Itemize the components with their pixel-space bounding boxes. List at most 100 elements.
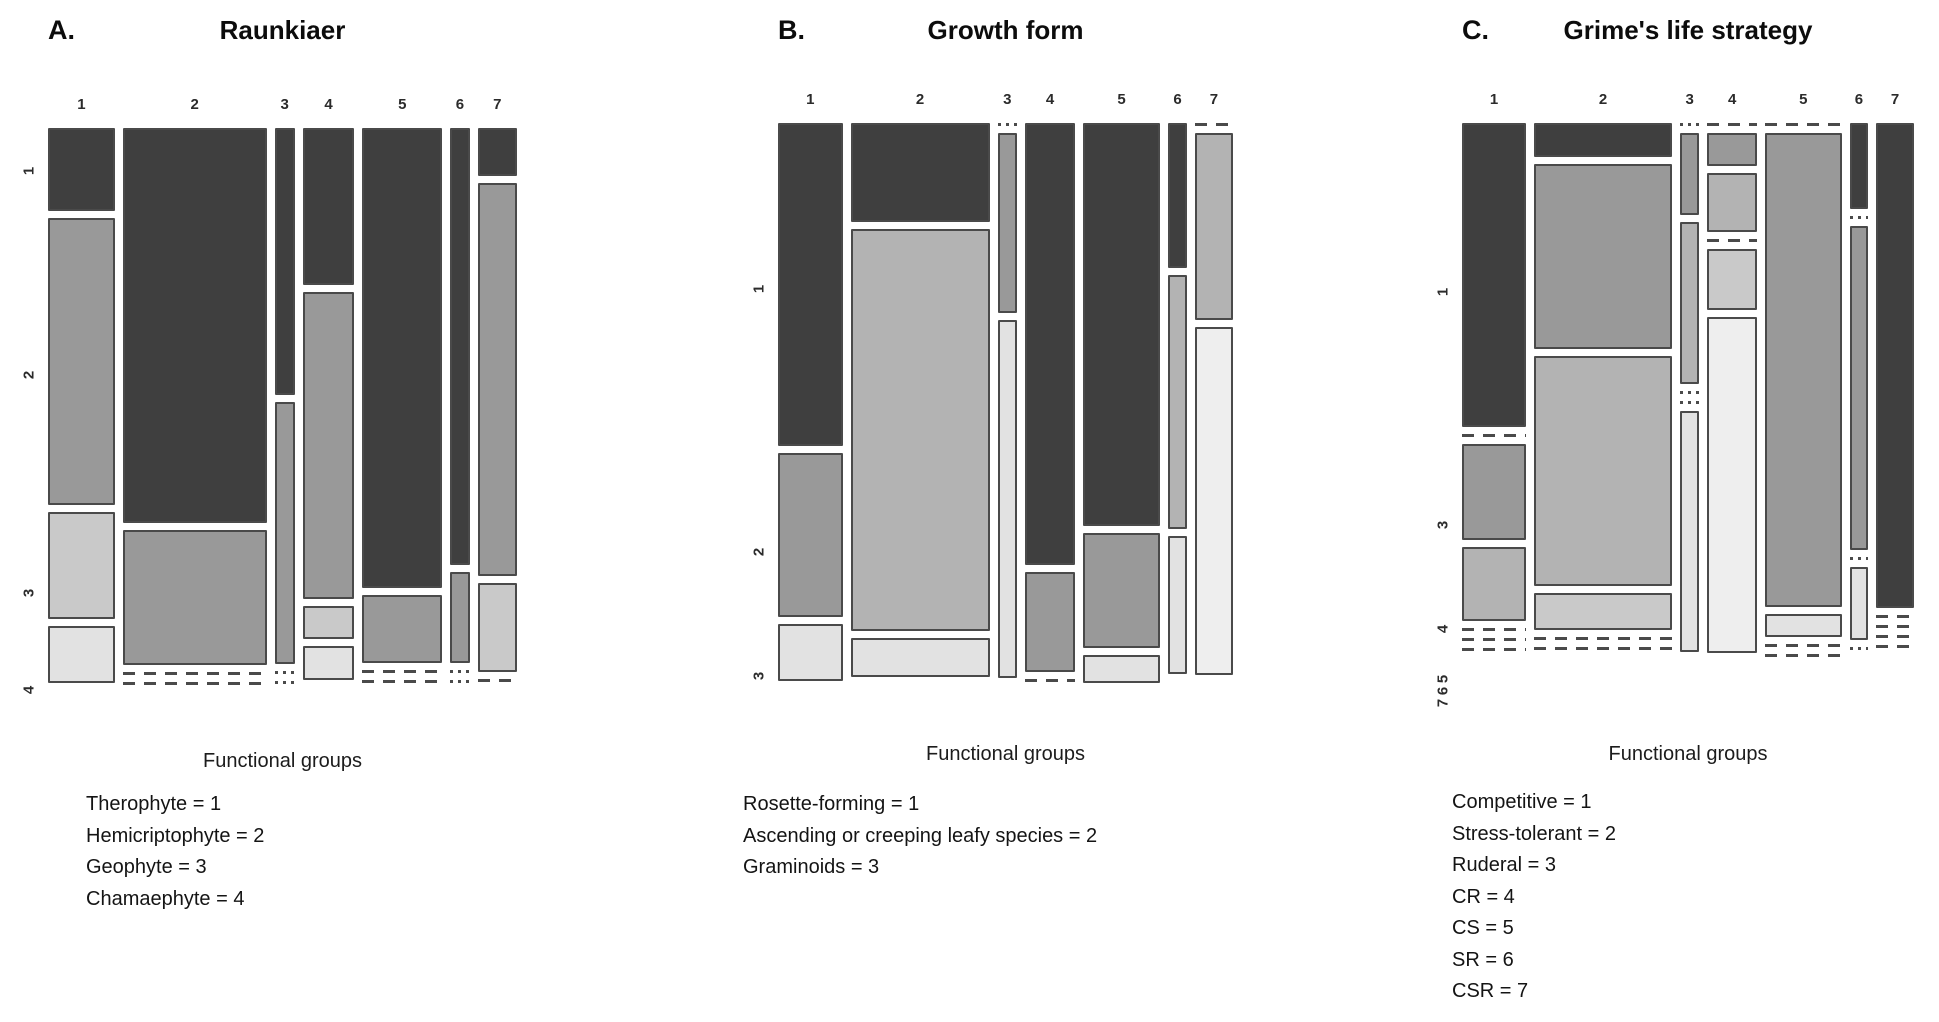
mosaic-column-2 — [1534, 123, 1672, 711]
panel-title: Grime's life strategy — [1563, 15, 1813, 45]
row-label-1: 1 — [1434, 287, 1452, 296]
mosaic-cell — [997, 133, 1018, 313]
mosaic-cell — [1194, 133, 1233, 321]
mosaic-column-5 — [1764, 123, 1842, 711]
mosaic-plot — [1462, 123, 1914, 711]
mosaic-column-4 — [1025, 123, 1075, 703]
column-label-5: 5 — [398, 96, 407, 113]
mosaic-cell — [48, 512, 115, 620]
mosaic-column-6 — [1168, 123, 1187, 703]
x-axis-tick-labels: 1 2 3 4 5 6 7 — [778, 91, 1233, 113]
mosaic-cell — [1462, 123, 1527, 428]
mosaic-cell — [1534, 356, 1672, 586]
column-label-4: 4 — [324, 96, 333, 113]
column-label-2: 2 — [190, 96, 199, 113]
mosaic-column-1 — [1462, 123, 1527, 711]
mosaic-cell — [477, 183, 517, 576]
mosaic-column-2 — [122, 128, 267, 717]
mosaic-column-5 — [1082, 123, 1161, 703]
panel-letter: A. — [48, 15, 75, 45]
mosaic-cell — [1707, 133, 1757, 166]
column-label-3: 3 — [280, 96, 289, 113]
row-label-6: 6 — [1434, 686, 1452, 696]
zero-count-dash-line — [1876, 615, 1914, 619]
column-label-7: 7 — [1890, 91, 1900, 108]
mosaic-cell — [1025, 123, 1075, 566]
mosaic-cell — [1168, 275, 1187, 529]
mosaic-cell — [1680, 133, 1700, 215]
column-label-4: 4 — [1728, 91, 1737, 108]
zero-count-dots-line — [1680, 391, 1700, 395]
legend-line: Hemicriptophyte = 2 — [86, 824, 265, 847]
zero-count-dots-line — [1849, 216, 1869, 220]
zero-count-dots-line — [450, 680, 470, 684]
zero-count-dash-line — [1462, 434, 1527, 438]
mosaic-column-3 — [274, 128, 295, 717]
column-label-5: 5 — [1799, 91, 1808, 108]
mosaic-cell — [450, 571, 470, 664]
column-label-7: 7 — [1209, 91, 1219, 108]
y-axis-tick-labels: 1 3 4 5 6 7 — [1434, 123, 1452, 711]
mosaic-cell — [362, 128, 443, 588]
zero-count-dash-line — [1764, 653, 1842, 657]
zero-count-dash-line — [122, 672, 267, 676]
zero-count-dash-line — [1876, 635, 1914, 639]
column-label-2: 2 — [915, 91, 925, 108]
mosaic-cell — [1849, 566, 1869, 640]
column-label-4: 4 — [1045, 91, 1055, 108]
zero-count-dots-line — [274, 681, 295, 685]
mosaic-cell — [1082, 654, 1161, 683]
mosaic-cell — [1764, 133, 1842, 607]
mosaic-cell — [450, 128, 470, 565]
mosaic-column-6 — [1849, 123, 1869, 711]
x-axis-tick-labels: 1 2 3 4 5 6 7 — [1462, 91, 1914, 113]
zero-count-dash-line — [362, 669, 443, 673]
mosaic-cell — [1462, 444, 1527, 540]
zero-count-dash-line — [1462, 627, 1527, 631]
legend: Rosette-forming = 1 Ascending or creeping… — [743, 789, 1097, 884]
column-label-1: 1 — [77, 96, 86, 113]
mosaic-cell — [1707, 317, 1757, 654]
mosaic-cell — [302, 128, 355, 286]
panel-letter: B. — [778, 15, 805, 45]
mosaic-column-2 — [850, 123, 990, 703]
legend-line: CSR = 7 — [1452, 980, 1529, 1002]
x-axis-title: Functional groups — [203, 750, 362, 772]
column-label-6: 6 — [1173, 91, 1182, 108]
row-label-5: 5 — [1434, 674, 1452, 683]
mosaic-cell — [1025, 572, 1075, 672]
panel-title: Raunkiaer — [219, 15, 346, 45]
zero-count-dash-line — [1534, 647, 1672, 651]
zero-count-dash-line — [1876, 645, 1914, 649]
mosaic-column-7 — [477, 128, 517, 717]
zero-count-dash-line — [1534, 637, 1672, 641]
mosaic-column-5 — [362, 128, 443, 717]
mosaic-column-7 — [1194, 123, 1233, 703]
zero-count-dash-line — [362, 679, 443, 683]
mosaic-cell — [1534, 593, 1672, 631]
zero-count-dash-line — [1462, 647, 1527, 651]
mosaic-cell — [850, 123, 990, 223]
mosaic-cell — [850, 229, 990, 631]
zero-count-dash-line — [1194, 123, 1233, 126]
column-label-7: 7 — [493, 96, 502, 113]
legend-line: Stress-tolerant = 2 — [1452, 822, 1616, 845]
column-label-1: 1 — [1489, 91, 1499, 108]
zero-count-dots-line — [274, 671, 295, 675]
mosaic-column-1 — [48, 128, 115, 717]
mosaic-cell — [477, 128, 517, 177]
mosaic-column-3 — [1680, 123, 1700, 711]
legend-line: SR = 6 — [1452, 948, 1514, 971]
zero-count-dots-line — [997, 123, 1018, 126]
mosaic-cell — [1168, 123, 1187, 269]
mosaic-cell — [362, 594, 443, 663]
legend: Competitive = 1 Stress-tolerant = 2 Rudera… — [1452, 787, 1616, 1008]
mosaic-column-1 — [778, 123, 843, 703]
mosaic-cell — [302, 605, 355, 640]
zero-count-dash-line — [1462, 637, 1527, 641]
mosaic-cell — [778, 453, 843, 617]
row-label-4: 4 — [1434, 624, 1452, 633]
mosaic-cell — [1680, 411, 1700, 652]
